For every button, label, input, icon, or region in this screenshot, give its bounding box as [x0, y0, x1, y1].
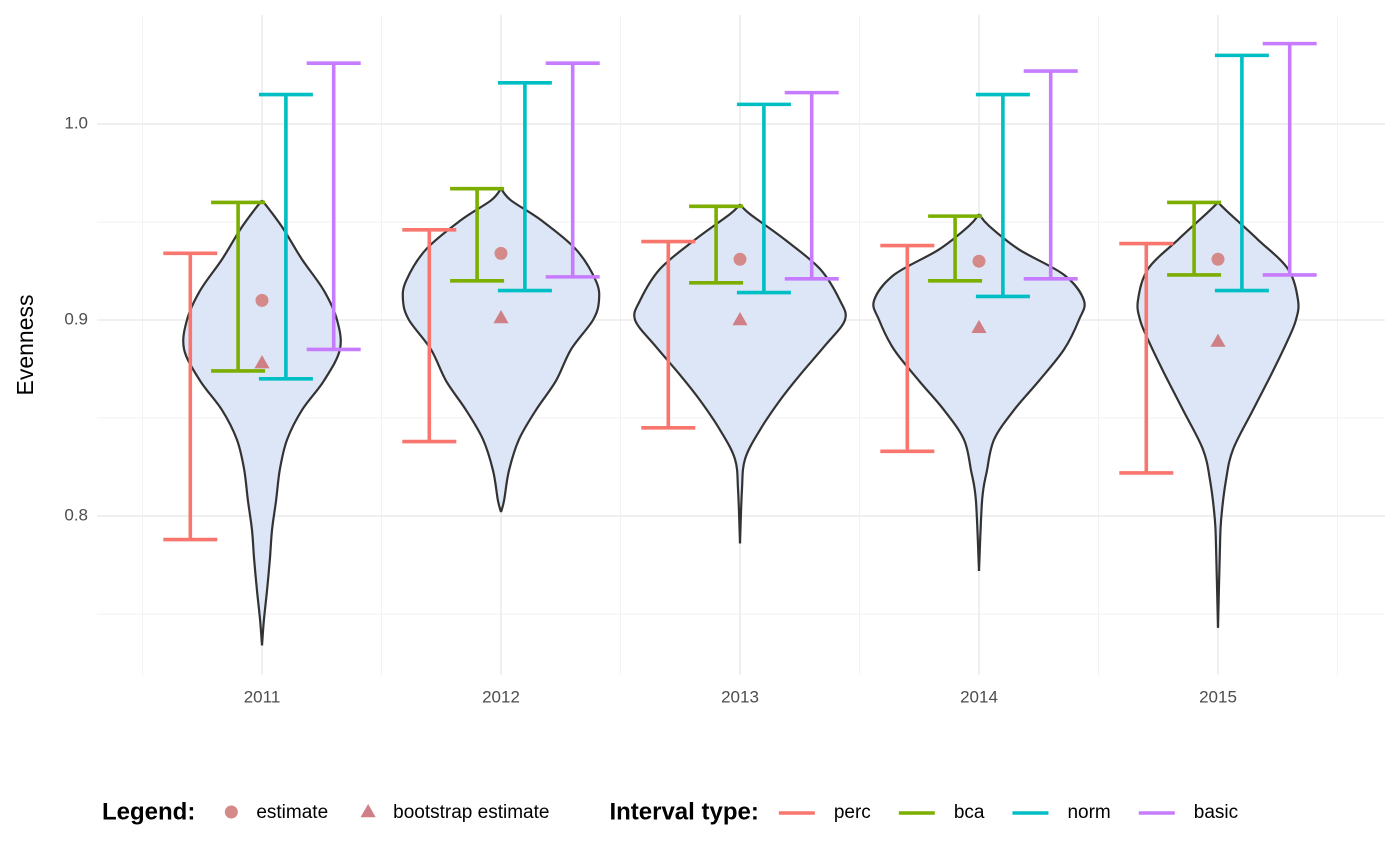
- violin-fill: [873, 214, 979, 571]
- legend-title: Interval type:: [609, 798, 758, 825]
- point: [733, 252, 747, 266]
- point: [1211, 252, 1225, 266]
- legend-key: [360, 804, 376, 818]
- x-tick-label: 2015: [1199, 687, 1237, 706]
- violin-fill: [501, 188, 600, 513]
- point: [1210, 333, 1226, 347]
- violin-outline: [633, 203, 742, 544]
- legend-label: perc: [834, 802, 871, 823]
- x-tick-label: 2013: [721, 687, 759, 706]
- violin-fill: [1137, 202, 1218, 628]
- violin-outline: [1216, 201, 1300, 628]
- violin-fill: [262, 200, 341, 646]
- point: [254, 355, 270, 369]
- violin-outline: [1136, 201, 1220, 628]
- point: [972, 254, 986, 268]
- point: [494, 246, 508, 260]
- violin-outline: [977, 213, 1086, 571]
- violin-outline: [499, 187, 601, 513]
- legend-key: [224, 805, 238, 819]
- y-tick-label: 1.0: [64, 113, 88, 132]
- point: [971, 319, 987, 334]
- point: [732, 312, 748, 326]
- point: [493, 310, 509, 324]
- legend-label: basic: [1194, 802, 1238, 823]
- violin-fill: [1218, 202, 1299, 628]
- y-tick-label: 0.9: [64, 309, 88, 328]
- legend-title: Legend:: [102, 798, 195, 825]
- violin-fill: [634, 204, 740, 544]
- legend-label: norm: [1067, 802, 1110, 823]
- violin-fill: [183, 200, 262, 646]
- legend-label: estimate: [256, 802, 328, 823]
- point: [255, 293, 269, 307]
- x-tick-label: 2012: [482, 687, 520, 706]
- violin-outline: [872, 213, 981, 571]
- legend-label: bca: [954, 802, 985, 823]
- y-tick-label: 0.8: [64, 506, 88, 525]
- x-tick-label: 2014: [960, 687, 998, 706]
- violin-outline: [738, 203, 847, 544]
- legend-label: bootstrap estimate: [393, 802, 549, 823]
- violin-outline: [260, 199, 342, 646]
- violin-outline: [182, 199, 264, 646]
- x-tick-label: 2011: [244, 687, 281, 706]
- y-axis-label: Evenness: [12, 294, 38, 395]
- violin-outline: [401, 187, 503, 513]
- violin-fill: [979, 214, 1085, 571]
- violin-fill: [402, 188, 501, 513]
- violin-fill: [740, 204, 846, 544]
